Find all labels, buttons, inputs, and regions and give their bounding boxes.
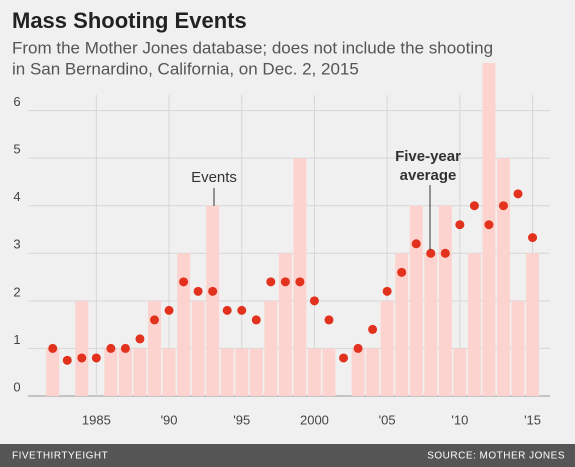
source: SOURCE: MOTHER JONES — [427, 451, 565, 462]
average-dot — [411, 239, 421, 249]
bar — [482, 63, 496, 396]
average-dot — [62, 355, 72, 365]
brand: FIVETHIRTYEIGHT — [12, 451, 108, 462]
bar — [249, 348, 263, 396]
average-dot — [324, 315, 334, 325]
y-tick-label: 3 — [13, 237, 20, 252]
y-tick-label: 5 — [13, 142, 20, 157]
bar — [206, 205, 220, 396]
average-dot — [193, 286, 203, 296]
annotation: Events — [191, 169, 237, 186]
annotation: average — [400, 167, 457, 184]
bar — [497, 158, 510, 396]
bar — [395, 253, 409, 396]
average-dot — [48, 343, 58, 353]
average-dot — [222, 305, 232, 315]
average-dot — [251, 315, 261, 325]
average-dot — [208, 286, 218, 296]
x-tick-label: '90 — [161, 412, 178, 427]
x-tick-label: '95 — [233, 412, 250, 427]
average-dot — [368, 324, 378, 334]
footer-bar — [0, 444, 575, 467]
bar — [191, 300, 205, 396]
y-tick-label: 2 — [13, 284, 20, 299]
bar — [380, 300, 394, 396]
bar — [133, 348, 147, 396]
average-dot — [120, 343, 130, 353]
bar — [366, 348, 380, 396]
bar — [75, 300, 89, 396]
average-dot — [295, 277, 305, 287]
x-tick-label: '10 — [451, 412, 468, 427]
average-dot — [266, 277, 276, 287]
average-dot — [455, 220, 465, 230]
average-dot — [382, 286, 392, 296]
bar — [453, 348, 467, 396]
average-dot — [280, 277, 290, 287]
average-dot — [513, 189, 523, 199]
x-tick-label: 2000 — [300, 412, 329, 427]
average-dot — [150, 315, 160, 325]
average-dot — [498, 201, 508, 211]
bar — [293, 158, 307, 396]
bar — [220, 348, 234, 396]
bar — [526, 253, 540, 396]
average-dot — [440, 248, 450, 258]
bar — [148, 300, 161, 396]
bar — [162, 348, 176, 396]
average-dot — [484, 220, 494, 230]
average-dot — [179, 277, 189, 287]
average-dot — [77, 353, 87, 363]
bar — [264, 300, 278, 396]
y-tick-label: 4 — [13, 189, 20, 204]
y-tick-label: 6 — [13, 94, 20, 109]
average-dot — [164, 305, 174, 315]
average-dot — [339, 353, 349, 363]
average-dot — [135, 334, 145, 344]
annotation: Five-year — [395, 148, 461, 165]
bar — [104, 348, 118, 396]
x-tick-label: '15 — [524, 412, 541, 427]
chart-subtitle: in San Bernardino, California, on Dec. 2… — [12, 59, 359, 78]
bar — [307, 348, 321, 396]
chart-subtitle: From the Mother Jones database; does not… — [12, 38, 493, 57]
average-dot — [353, 343, 363, 353]
bar — [235, 348, 249, 396]
y-tick-label: 1 — [13, 332, 20, 347]
average-dot — [106, 343, 116, 353]
bar — [438, 205, 452, 396]
x-tick-label: '05 — [379, 412, 396, 427]
average-dot — [237, 305, 247, 315]
bar — [511, 300, 525, 396]
bar — [351, 348, 365, 396]
bar — [278, 253, 292, 396]
bar — [46, 348, 60, 396]
average-dot — [426, 248, 436, 258]
bar — [467, 253, 481, 396]
x-tick-label: 1985 — [82, 412, 111, 427]
bar — [424, 253, 438, 396]
chart-title: Mass Shooting Events — [12, 8, 247, 33]
average-dot — [528, 233, 538, 243]
bar — [409, 205, 423, 396]
average-dot — [309, 296, 319, 306]
average-dot — [91, 353, 101, 363]
average-dot — [397, 267, 407, 277]
bar — [322, 348, 336, 396]
y-tick-label: 0 — [13, 379, 20, 394]
average-dot — [469, 201, 479, 211]
bar — [118, 348, 132, 396]
bar — [177, 253, 191, 396]
